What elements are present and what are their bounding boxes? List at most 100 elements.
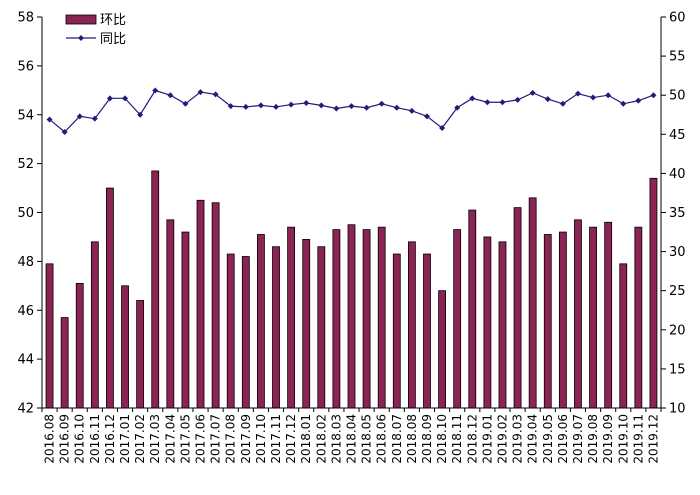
x-tick-label: 2016.09 [58, 414, 72, 464]
x-tick-label: 2018.11 [450, 414, 464, 464]
bar [407, 241, 416, 409]
bar [272, 246, 280, 409]
line-point [620, 100, 627, 107]
left-tick-label: 46 [17, 304, 34, 319]
legend-label-bar: 环比 [100, 13, 126, 28]
legend-swatch-bar [65, 14, 97, 25]
bar [589, 226, 597, 409]
bar [317, 246, 326, 409]
bar [453, 229, 462, 409]
right-tick-label: 35 [669, 206, 686, 221]
right-tick-label: 40 [669, 167, 686, 182]
x-tick-label: 2017.02 [133, 414, 147, 464]
line-point [76, 113, 83, 120]
bar [211, 202, 220, 409]
bar [649, 177, 658, 409]
line-point [454, 104, 461, 111]
bar [438, 290, 446, 409]
line-point [46, 116, 53, 123]
right-tick-label: 15 [669, 362, 686, 377]
bar [90, 241, 99, 409]
line-point [288, 101, 295, 108]
x-tick-label: 2019.11 [631, 414, 645, 464]
x-tick-label: 2016.12 [103, 414, 117, 464]
line-point [212, 91, 219, 98]
right-tick-label: 10 [669, 402, 686, 417]
x-tick-label: 2018.10 [435, 414, 449, 464]
x-tick-label: 2019.01 [480, 414, 494, 464]
x-tick-label: 2016.11 [88, 414, 102, 464]
x-tick-label: 2017.04 [163, 414, 177, 464]
x-tick-label: 2019.12 [646, 414, 660, 464]
bar [106, 187, 114, 409]
x-tick-label: 2018.09 [420, 414, 434, 464]
x-tick-label: 2017.12 [284, 414, 298, 464]
bar [241, 256, 250, 409]
bar [377, 226, 386, 409]
bar [543, 234, 552, 409]
bar [302, 238, 311, 409]
line-point [363, 104, 370, 111]
bar [121, 285, 129, 409]
bar [574, 219, 582, 409]
right-axis-ticks: 10 15 20 25 30 35 40 45 50 55 60 [661, 11, 686, 417]
legend: 环比 同比 [65, 13, 126, 47]
line-point [393, 104, 400, 111]
bar [392, 253, 401, 409]
line-point [61, 128, 68, 135]
right-tick-label: 50 [669, 89, 686, 104]
x-tick-label: 2017.08 [224, 414, 238, 464]
x-tick-label: 2017.11 [269, 414, 283, 464]
right-tick-label: 30 [669, 245, 686, 260]
line-point [303, 100, 310, 107]
x-tick-label: 2018.01 [299, 414, 313, 464]
left-tick-label: 42 [17, 402, 34, 417]
right-tick-label: 45 [669, 128, 686, 143]
bar-series [45, 170, 658, 409]
left-tick-label: 44 [17, 353, 34, 368]
x-tick-label: 2019.05 [541, 414, 555, 464]
line-point [257, 102, 264, 109]
bar [362, 229, 371, 409]
x-tick-label: 2018.05 [360, 414, 374, 464]
x-axis-ticks: 2016.08 2016.09 2016.10 2016.11 2016.12 2017.… [41, 408, 662, 464]
line-point [242, 103, 249, 110]
left-tick-label: 54 [17, 108, 34, 123]
line-point [559, 100, 566, 107]
line-point [273, 103, 280, 110]
bar [619, 263, 628, 409]
bar [347, 224, 356, 409]
line-point [197, 89, 204, 96]
x-tick-label: 2016.10 [73, 414, 87, 464]
bar [423, 253, 431, 409]
x-tick-label: 2017.07 [209, 414, 223, 464]
bar [513, 207, 522, 409]
bar [634, 226, 643, 409]
line-point [544, 96, 551, 103]
line-point [439, 125, 446, 132]
left-tick-label: 48 [17, 255, 34, 270]
line-point [484, 99, 491, 106]
line-series [46, 87, 657, 135]
x-tick-label: 2019.08 [586, 414, 600, 464]
line-point [378, 100, 385, 107]
line-point [106, 95, 113, 102]
left-tick-label: 58 [17, 11, 34, 26]
line-point [318, 102, 325, 109]
legend-label-line: 同比 [100, 32, 126, 47]
legend-marker-line [78, 35, 84, 41]
right-tick-label: 55 [669, 50, 686, 65]
line-point [227, 103, 234, 110]
bar [45, 263, 54, 409]
line-point [167, 92, 174, 99]
bar [60, 317, 69, 409]
x-tick-label: 2019.03 [511, 414, 525, 464]
right-tick-label: 60 [669, 11, 686, 26]
bar [498, 241, 507, 409]
x-tick-label: 2017.10 [254, 414, 268, 464]
line-point [182, 100, 189, 107]
bar [332, 229, 341, 409]
line-point [91, 115, 98, 122]
